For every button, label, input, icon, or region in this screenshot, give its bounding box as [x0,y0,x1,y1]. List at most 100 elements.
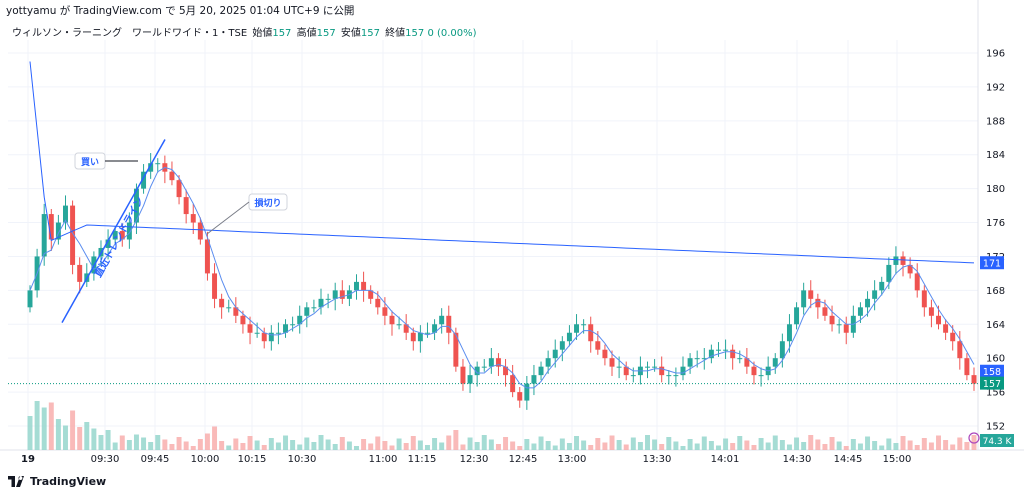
candle-body [786,324,792,342]
x-tick-label: 14:30 [783,454,812,465]
candle-body [921,290,927,308]
volume-bar [936,435,941,450]
x-tick-label: 13:30 [643,454,672,465]
candle-body [829,315,835,325]
y-tick-label: 176 [986,218,1005,229]
volume-bar [914,445,920,450]
candle-body [368,290,374,299]
volume-bar [616,440,622,450]
volume-bar [581,440,587,450]
candle-body [630,375,636,377]
volume-bar [226,445,232,450]
volume-bar [595,438,601,450]
volume-bar [453,430,459,450]
volume-bar [84,422,90,450]
candle-body [872,290,878,299]
volume-bar [623,444,629,450]
candle-body [432,324,438,333]
volume-bar [240,443,246,450]
volume-bar [70,410,76,450]
candle-body [63,205,68,223]
volume-bar [822,444,828,450]
candle-body [900,256,906,265]
x-tick-label: 13:00 [558,454,587,465]
volume-bar [27,416,33,450]
volume-bar [872,441,878,450]
volume-bar [552,445,558,450]
volume-bar [779,440,785,450]
event-marker-icon [968,432,980,444]
candle-body [325,298,331,300]
candle-body [70,205,76,265]
volume-bar [354,446,359,450]
candle-body [226,307,232,309]
volume-bar [687,439,693,450]
candle-body [148,163,154,172]
volume-tag-label: 74.3 K [983,437,1013,447]
buy-callout-label: 買い [81,157,99,168]
volume-bar [141,437,147,450]
candle-body [439,315,445,325]
candle-body [318,298,324,308]
candle-body [708,349,714,359]
candle-body [460,366,466,384]
candle-body [879,281,885,291]
candle-body [354,281,359,291]
volume-bar [538,436,544,450]
candle-body [268,332,274,342]
volume-bar [602,442,608,450]
candles [27,153,977,450]
volume-bar [169,444,175,450]
candle-body [886,264,892,282]
candle-body [304,307,310,316]
volume-bar [666,437,672,450]
candle-body [865,298,871,308]
volume-bar [808,435,814,450]
volume-bar [254,440,260,450]
volume-bar [928,442,934,450]
candle-body [410,332,416,342]
x-tick-label: 10:00 [191,454,220,465]
candle-body [112,231,118,240]
change-value: 0 (0.00%) [427,28,477,39]
volume-bar [332,444,338,450]
candle-body [928,307,934,316]
volume-bar [786,444,792,450]
candle-body [219,298,225,308]
candle-body [744,358,750,367]
volume-bar [155,435,161,450]
candle-body [801,290,807,308]
volume-bar [680,446,686,450]
candle-body [836,324,842,326]
y-tick-label: 152 [986,422,1005,433]
candle-body [758,375,764,377]
volume-bar [41,407,47,450]
candle-body [297,315,303,325]
volume-bar [708,441,714,450]
x-tick-label: 12:30 [460,454,489,465]
volume-bar [439,442,445,450]
x-tick-label: 14:45 [834,454,863,465]
close-label: 終値 [385,28,406,39]
volume-bar [119,435,125,450]
candle-body [290,324,296,326]
volume-bar [857,443,863,450]
volume-bar [751,445,757,450]
candle-body [27,290,33,308]
candle-body [155,163,161,165]
volume-bar [446,435,452,450]
candle-body [261,332,267,342]
candle-body [240,315,246,325]
symbol-name[interactable]: ウィルソン・ラーニング ワールドワイド・1・TSE [12,28,248,39]
candle-body [524,383,530,401]
volume-bar [63,425,68,450]
candle-body [914,273,920,291]
x-tick-label: 12:45 [509,454,538,465]
candle-body [169,171,175,181]
candle-body [943,324,949,333]
candle-body [559,341,565,350]
volume-bar [339,437,345,450]
volume-bar [105,430,111,450]
low-value: 157 [360,28,380,39]
